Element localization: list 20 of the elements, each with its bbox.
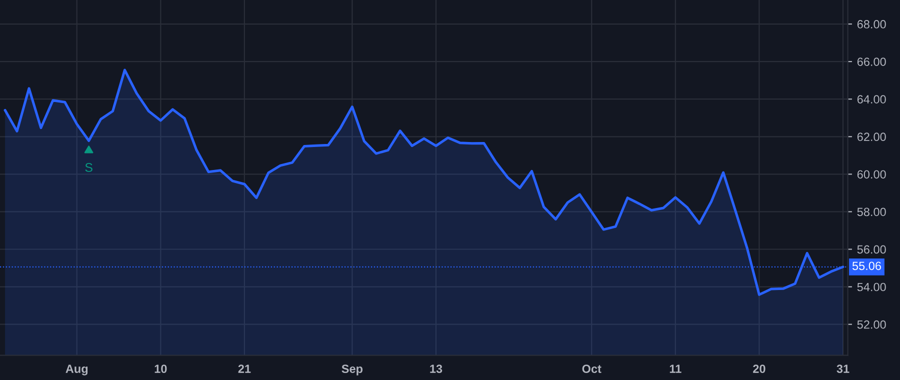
x-tick-label: 20: [753, 364, 766, 373]
y-tick-label: 56.00: [857, 245, 886, 254]
y-tick-label: 64.00: [857, 95, 886, 104]
y-tick-label: 58.00: [857, 208, 886, 216]
annotation: S: [85, 163, 92, 172]
x-tick-label: 11: [670, 364, 682, 373]
y-tick-label: 62.00: [857, 132, 886, 142]
x-tick-label: 31: [836, 364, 850, 374]
y-tick-label: 68.00: [857, 20, 886, 28]
y-tick-label: 66.00: [857, 58, 886, 66]
x-tick-label: Aug: [66, 364, 88, 376]
x-tick-label: Sep: [342, 364, 363, 376]
ref-line-label: 55.06: [852, 262, 881, 270]
x-tick-label: 21: [238, 364, 251, 373]
x-tick-label: 13: [430, 364, 442, 374]
y-tick-label: 52.00: [857, 320, 886, 329]
y-tick-label: 54.00: [857, 282, 886, 292]
x-tick-label: 10: [154, 364, 167, 373]
y-tick-label: 60.00: [857, 170, 886, 179]
x-tick-label: Oct: [582, 364, 602, 373]
